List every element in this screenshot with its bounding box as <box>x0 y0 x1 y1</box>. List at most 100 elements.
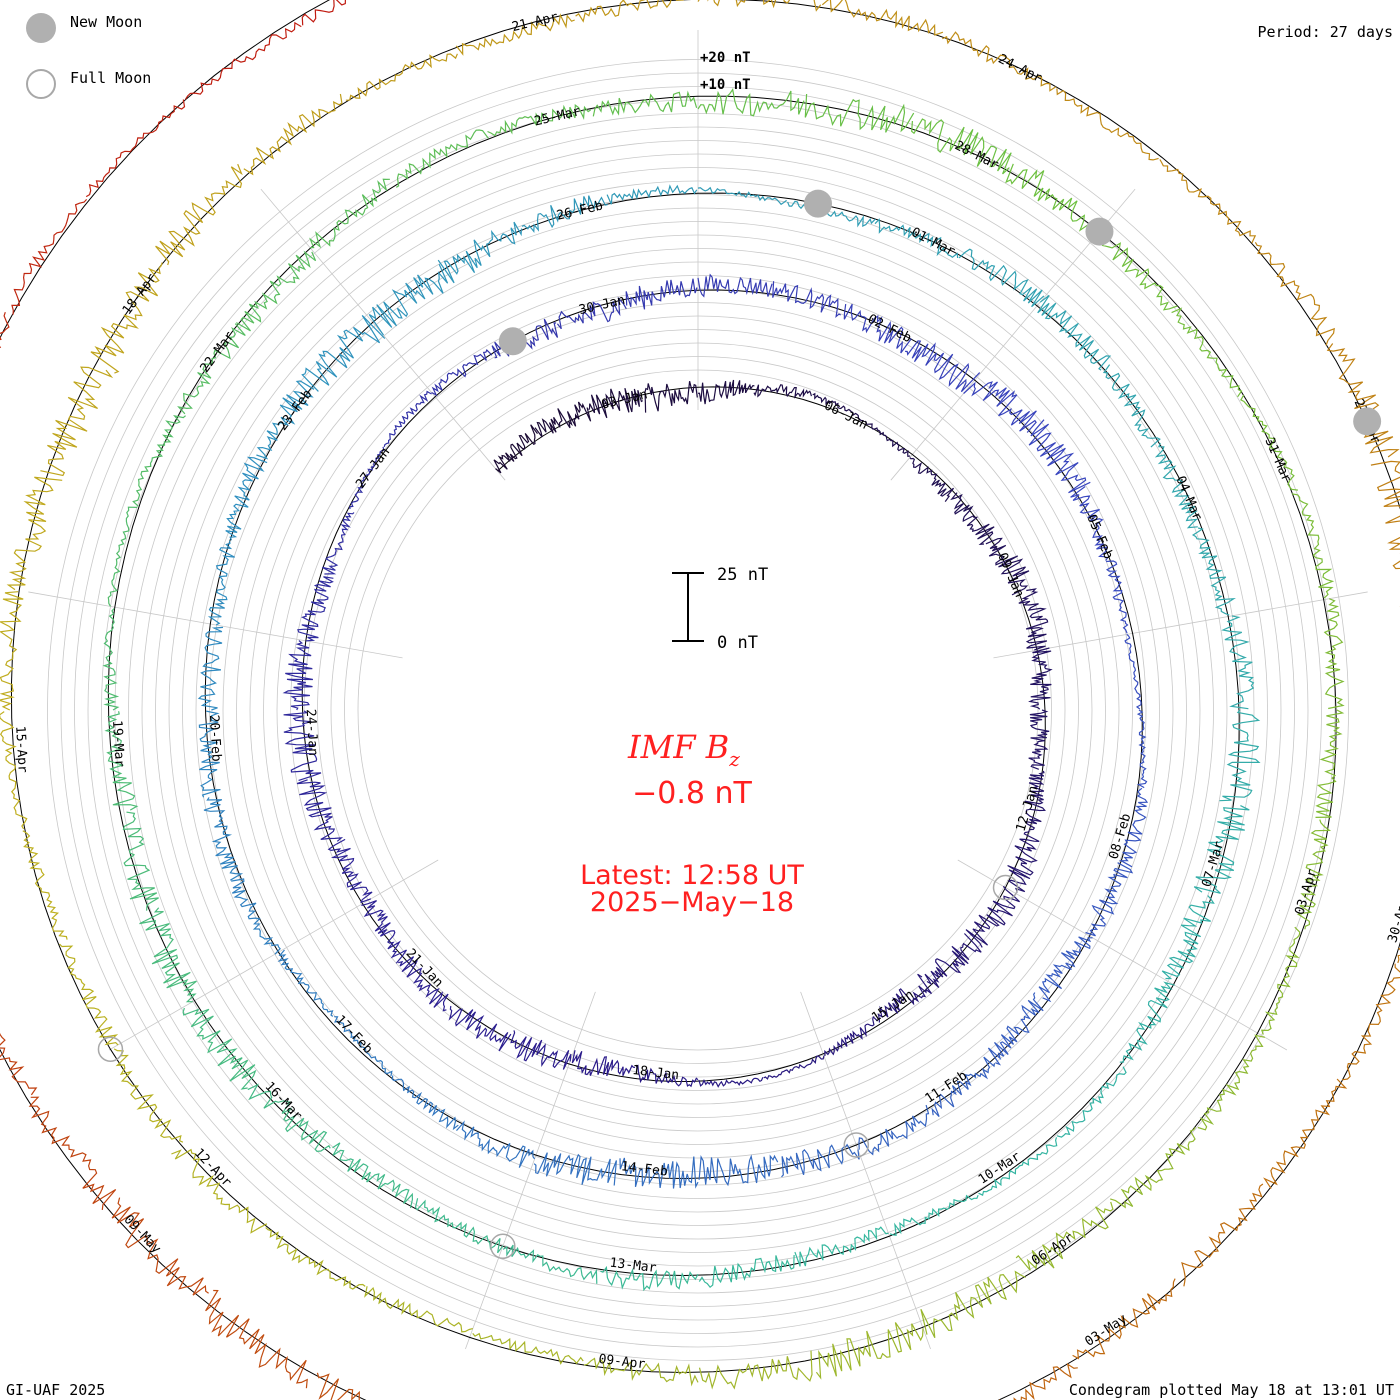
full-moon-icon <box>26 69 56 99</box>
tick-label-15-jan: 15-Jan <box>869 987 916 1025</box>
grid-ring <box>357 369 1039 1051</box>
bz-trace-segment <box>243 93 343 176</box>
bz-trace-segment <box>1171 307 1243 398</box>
new-moon-marker <box>1085 217 1114 246</box>
bz-trace-segment <box>1024 770 1046 831</box>
bz-trace-segment <box>122 811 159 911</box>
grid-ring <box>276 288 1120 1132</box>
center-value: −0.8 nT <box>632 776 752 811</box>
bz-trace-segment <box>556 296 627 330</box>
bz-trace-segment <box>1015 1201 1114 1271</box>
bz-trace-segment <box>510 1030 572 1070</box>
bz-trace-segment <box>998 1363 1078 1400</box>
bz-trace-segment <box>1102 364 1161 448</box>
full-moon-marker <box>992 874 1019 901</box>
bz-trace-segment <box>1254 242 1335 346</box>
bz-trace-segment <box>1028 647 1053 710</box>
full-moon-marker <box>490 1233 516 1260</box>
center-title-main: IMF B <box>627 728 729 766</box>
new-moon-marker <box>1353 407 1382 436</box>
bz-trace-segment <box>197 626 224 711</box>
bz-trace-segment <box>225 456 268 541</box>
bz-trace-segment <box>787 200 876 228</box>
bz-trace-segment <box>1056 88 1159 161</box>
bz-trace-segment <box>1181 1183 1264 1287</box>
tick-label-23-feb: 23-Feb <box>275 387 315 434</box>
bz-trace-segment <box>920 1270 1026 1339</box>
bz-trace-segment <box>763 1055 825 1080</box>
bz-trace-segment <box>772 281 841 318</box>
bz-trace-segment <box>942 31 1057 92</box>
bz-trace-segment <box>521 195 608 234</box>
tick-label-21-jan: 21-Jan <box>403 946 446 990</box>
bz-trace-segment <box>606 184 698 205</box>
bz-trace-segment <box>107 506 138 607</box>
tick-label-09-apr: 09-Apr <box>598 1352 647 1372</box>
bz-trace-segment <box>534 401 592 438</box>
bz-trace-segment <box>296 779 344 842</box>
tick-label-21-apr: 21-Apr <box>510 10 559 35</box>
bz-trace-segment <box>327 838 373 904</box>
bz-trace-segment <box>1028 709 1050 770</box>
bz-trace-segment <box>301 314 386 392</box>
bz-trace-segment <box>1118 787 1149 868</box>
bz-trace-segment <box>698 1077 764 1088</box>
tick-label-13-mar: 13-Mar <box>609 1256 658 1276</box>
bz-trace-segment <box>1341 963 1400 1081</box>
bz-trace-segment <box>815 1322 924 1380</box>
bz-trace-segment <box>843 303 912 354</box>
bz-trace-segment <box>231 878 281 955</box>
tick-label-04-mar: 04-Mar <box>1172 474 1204 523</box>
tick-label-30-apr: 30-Apr <box>1385 895 1400 944</box>
bz-trace-segment <box>1197 1034 1266 1131</box>
bz-trace-segment <box>364 1286 473 1333</box>
bz-trace-segment <box>985 537 1030 596</box>
bz-trace-segment <box>1323 598 1345 710</box>
bz-trace-segment <box>203 797 244 881</box>
bz-trace-segment <box>247 1083 331 1153</box>
grid-ring <box>344 356 1052 1064</box>
bz-trace-segment <box>383 390 432 447</box>
bz-trace-segment <box>40 366 114 477</box>
bz-trace-segment <box>256 380 315 460</box>
bz-trace-segment <box>698 1254 795 1289</box>
tick-label-24-apr: 24-Apr <box>996 52 1045 87</box>
bz-trace-segment <box>502 1244 598 1284</box>
bz-trace-segment <box>987 992 1044 1066</box>
bz-trace-segment <box>1191 527 1236 616</box>
bz-trace-segment <box>309 178 390 249</box>
tick-label-19-mar: 19-Mar <box>109 720 127 768</box>
bz-trace-segment <box>1159 159 1257 244</box>
bz-trace-segment <box>864 420 911 457</box>
bz-trace-segment <box>301 0 346 26</box>
tick-label-03-apr: 03-Apr <box>1292 867 1320 916</box>
bz-trace-segment <box>1085 862 1134 937</box>
bz-trace-segment <box>297 576 334 642</box>
bz-trace-segment <box>345 53 458 101</box>
tick-label-15-apr: 15-Apr <box>12 726 30 774</box>
bz-trace-segment <box>333 1016 393 1077</box>
bz-trace-segment <box>909 457 955 502</box>
bz-trace-segment <box>0 591 24 711</box>
bz-trace-segment <box>588 388 644 419</box>
bz-trace-segment <box>619 1156 699 1189</box>
bz-trace-segment <box>1124 633 1142 710</box>
bz-trace-segment <box>448 1005 512 1052</box>
bz-trace-segment <box>265 1227 366 1290</box>
bz-trace-segment <box>635 1064 699 1088</box>
bz-trace-segment <box>111 1197 209 1296</box>
bz-trace-segment <box>207 540 235 626</box>
bz-trace-segment <box>0 1032 38 1096</box>
bz-trace-segment <box>391 1075 459 1131</box>
center-latest-time: Latest: 12:58 UT <box>580 860 804 891</box>
bz-trace-segment <box>1110 1126 1196 1209</box>
bz-trace-segment <box>322 512 355 575</box>
tick-label-14-feb: 14-Feb <box>620 1159 669 1179</box>
bz-trace-segment <box>349 446 385 510</box>
bz-trace-segment <box>1326 343 1400 458</box>
grid-spoke <box>28 591 403 659</box>
bz-trace-segment <box>414 1198 504 1254</box>
bz-trace-segment <box>1240 394 1298 491</box>
bz-trace-segment <box>812 392 865 422</box>
